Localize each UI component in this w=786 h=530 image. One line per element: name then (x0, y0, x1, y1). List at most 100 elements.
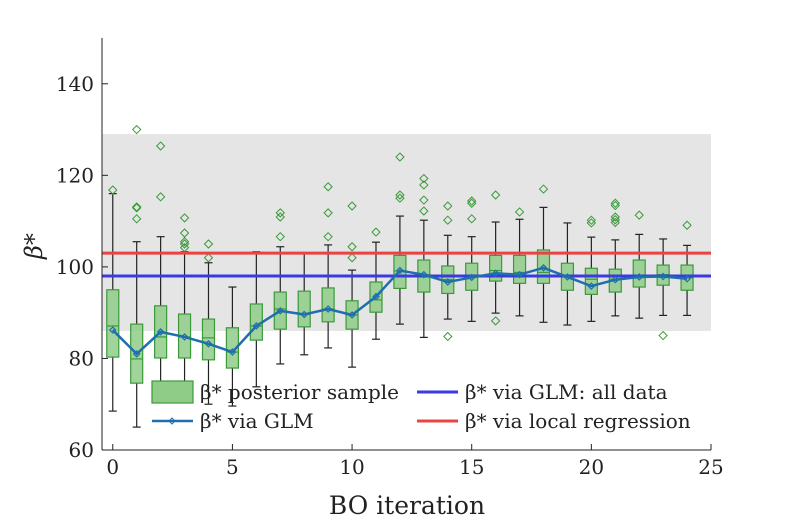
glm-marker (683, 274, 691, 283)
glm-marker (252, 322, 261, 330)
box-24 (680, 220, 694, 317)
outlier-point (610, 215, 620, 225)
legend-item: β* via GLM (152, 409, 314, 433)
y-tick-label: 140 (56, 72, 94, 96)
y-tick-label: 100 (56, 255, 94, 279)
glm-marker (539, 263, 548, 272)
outlier-point (490, 316, 501, 326)
outlier-point (610, 217, 620, 228)
outlier-point (490, 190, 501, 200)
outlier-point (275, 231, 285, 242)
x-tick-label: 20 (579, 455, 604, 479)
outlier-point (203, 253, 214, 263)
box-13 (417, 173, 431, 338)
legend-box-swatch (151, 380, 194, 404)
box-0 (106, 185, 120, 412)
outlier-point (131, 214, 142, 224)
legend-label: β* via GLM (200, 409, 314, 433)
outlier-point (610, 212, 620, 222)
box-4 (201, 239, 216, 405)
outlier-point (275, 208, 285, 218)
glm-marker (324, 305, 332, 313)
outlier-point (347, 253, 357, 263)
outlier-point (586, 218, 597, 228)
outlier-point (514, 207, 525, 217)
legend-item: β* via local regression (417, 409, 691, 433)
outlier-point (443, 201, 453, 211)
glm-marker (228, 348, 237, 356)
outlier-point (203, 239, 214, 249)
glm-marker (443, 278, 452, 286)
outlier-point (610, 200, 620, 211)
outlier-point (395, 152, 405, 162)
y-tick-label: 60 (69, 438, 94, 462)
glm-line (111, 266, 688, 356)
box (297, 290, 311, 328)
outlier-point (610, 198, 620, 208)
glm-marker (635, 273, 644, 281)
y-tick-label: 120 (56, 163, 94, 187)
outlier-point (419, 195, 429, 205)
legend-item: β* posterior sample (151, 380, 399, 404)
glm-marker (372, 292, 380, 301)
outlier-point (131, 202, 142, 212)
glm-marker (108, 326, 117, 334)
outlier-point (634, 210, 644, 220)
outlier-point (323, 208, 333, 218)
glm-marker (156, 328, 165, 336)
outlier-point (538, 184, 549, 194)
glm-marker (204, 339, 213, 348)
outlier-point (586, 215, 597, 225)
box-14 (441, 201, 455, 342)
glm-marker (467, 273, 476, 282)
glm-marker (132, 350, 141, 358)
glm-marker (348, 311, 356, 319)
glm-marker (300, 310, 309, 319)
outlier-point (131, 203, 142, 213)
box-5 (225, 286, 240, 407)
glm-marker (396, 266, 404, 275)
outlier-point (131, 124, 142, 135)
x-tick-label: 0 (106, 455, 119, 479)
glm-marker (611, 275, 620, 284)
x-tick-label: 15 (459, 455, 484, 479)
outlier-point (419, 173, 429, 184)
x-axis-label: BO iteration (329, 491, 485, 520)
glm-marker (659, 272, 667, 281)
legend-label: β* via local regression (465, 409, 691, 433)
glm-marker (491, 269, 500, 278)
outlier-point (419, 206, 429, 216)
glm-marker (420, 270, 428, 279)
box (106, 289, 120, 358)
x-tick-label: 10 (339, 455, 364, 479)
y-axis-label: β* (20, 233, 48, 260)
box (512, 254, 527, 284)
glm-marker (587, 282, 596, 290)
legend-glm-marker (168, 417, 176, 425)
outlier-point (682, 220, 692, 230)
outlier-point (466, 196, 477, 206)
axes: 60 80 100 120 140 0 5 10 15 20 25 (56, 38, 724, 479)
glm-marker (563, 273, 572, 281)
outlier-point (395, 193, 405, 203)
legend-label: β* via GLM: all data (465, 380, 668, 404)
outlier-point (108, 185, 118, 195)
legend-item: β* via GLM: all data (417, 380, 668, 404)
box (584, 267, 598, 295)
outlier-point (466, 214, 477, 224)
box (201, 318, 216, 361)
outlier-point (419, 180, 429, 190)
plot-area (102, 124, 711, 428)
outlier-point (395, 190, 405, 200)
glm-marker (515, 270, 524, 279)
glm-marker (276, 306, 285, 315)
outlier-point (466, 198, 477, 208)
outlier-point (658, 330, 668, 341)
outlier-point (443, 215, 453, 225)
outlier-point (275, 212, 285, 222)
box (225, 327, 240, 369)
outlier-point (155, 141, 166, 151)
outlier-point (347, 201, 357, 211)
outlier-point (179, 239, 190, 249)
